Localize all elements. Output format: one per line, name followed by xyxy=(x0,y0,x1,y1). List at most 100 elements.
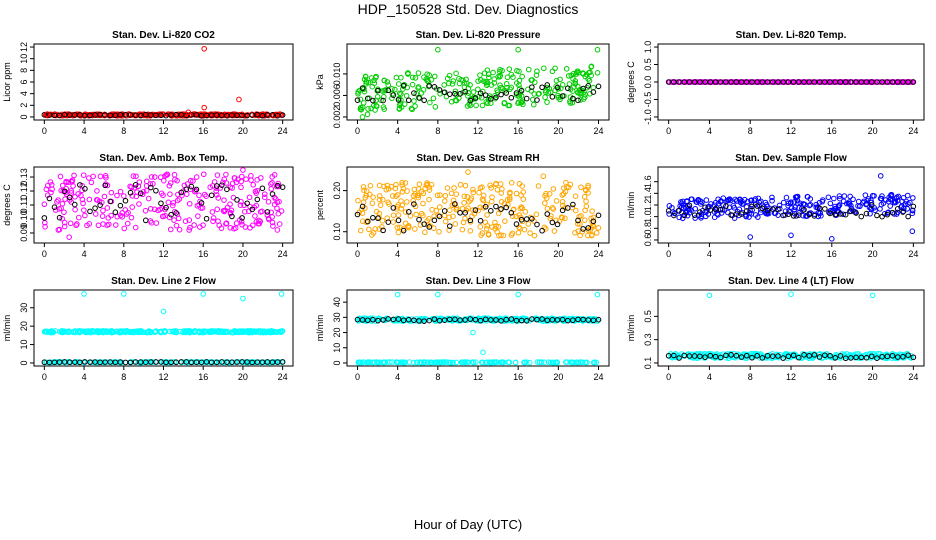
data-point-black xyxy=(780,355,786,361)
data-point xyxy=(845,79,852,85)
data-point-black xyxy=(46,195,53,202)
y-tick-label: 0 xyxy=(332,360,342,365)
data-point xyxy=(465,359,472,366)
data-point xyxy=(831,195,837,202)
data-point xyxy=(214,206,221,213)
data-point xyxy=(879,193,885,199)
data-point xyxy=(459,226,466,233)
data-point-black xyxy=(482,316,489,323)
data-point-black xyxy=(580,85,586,92)
data-point xyxy=(456,75,462,82)
data-point-black xyxy=(775,79,781,85)
data-point-black xyxy=(749,203,755,210)
data-point-black xyxy=(498,206,504,212)
data-point xyxy=(827,200,834,207)
data-point-black xyxy=(712,353,719,360)
data-point xyxy=(223,221,229,227)
data-point-black xyxy=(879,213,885,220)
data-point xyxy=(411,98,417,104)
data-point-black xyxy=(168,211,174,218)
data-point-outlier xyxy=(66,234,72,240)
x-tick-label: 4 xyxy=(707,372,712,382)
data-point xyxy=(412,75,419,81)
data-point-black xyxy=(837,79,844,85)
data-point xyxy=(848,205,855,212)
data-point-black xyxy=(446,223,453,229)
data-point xyxy=(59,359,65,365)
data-point xyxy=(238,218,245,225)
data-point xyxy=(135,183,142,189)
data-point xyxy=(847,351,853,358)
data-point xyxy=(450,78,457,84)
data-point xyxy=(145,195,152,202)
data-point xyxy=(384,79,391,85)
data-point xyxy=(473,102,479,109)
data-point xyxy=(422,229,428,236)
data-point xyxy=(206,359,213,365)
data-point xyxy=(82,212,88,219)
data-point-black xyxy=(549,316,556,323)
y-tick-label: 0 xyxy=(19,360,29,365)
data-point xyxy=(904,192,911,199)
data-point-black xyxy=(801,79,807,85)
data-point-black xyxy=(580,316,586,323)
x-tick-label: 16 xyxy=(827,249,837,259)
data-point-black xyxy=(390,92,397,98)
data-point xyxy=(544,84,551,91)
data-point-black xyxy=(554,221,561,228)
data-point xyxy=(397,224,403,231)
data-point-black xyxy=(868,79,875,85)
data-point-black xyxy=(900,353,906,360)
data-point xyxy=(500,232,507,239)
data-point-black xyxy=(441,89,448,96)
data-point xyxy=(360,184,367,190)
x-tick-label: 0 xyxy=(42,126,47,136)
data-point-black xyxy=(385,316,392,322)
y-tick-label: 20 xyxy=(332,328,342,338)
y-tick-label: 0.3 xyxy=(643,333,653,346)
data-point xyxy=(792,204,798,211)
data-point xyxy=(393,193,399,199)
data-point xyxy=(572,78,579,84)
x-tick-label: 12 xyxy=(158,126,168,136)
data-point xyxy=(557,85,564,92)
y-axis-label: degrees C xyxy=(2,184,12,226)
data-point xyxy=(362,73,369,80)
x-tick-label: 4 xyxy=(707,249,712,259)
data-point-black xyxy=(671,212,677,219)
panel-2: Stan. Dev. Li-820 Pressure kPa 0 4 8 12 16 20 24… xyxy=(315,30,610,136)
data-point-black xyxy=(375,87,381,94)
data-points xyxy=(354,291,602,366)
data-point-black xyxy=(274,182,281,189)
data-point xyxy=(272,328,278,335)
data-point xyxy=(103,174,109,181)
data-point xyxy=(232,359,239,365)
x-tick-label: 8 xyxy=(121,126,126,136)
data-point xyxy=(477,77,484,83)
data-point xyxy=(862,192,869,198)
data-point xyxy=(462,359,468,365)
data-point xyxy=(816,351,823,358)
data-point-black xyxy=(806,211,813,218)
data-point xyxy=(247,328,253,335)
data-point-black xyxy=(785,79,792,85)
data-point xyxy=(509,230,516,237)
data-point-black xyxy=(370,214,376,221)
data-point xyxy=(743,213,749,220)
data-point xyxy=(446,227,452,233)
data-point xyxy=(261,194,268,201)
data-point xyxy=(446,359,453,366)
data-point-black xyxy=(264,209,271,215)
data-point xyxy=(453,359,460,366)
data-point xyxy=(724,198,730,204)
data-point xyxy=(475,78,481,84)
data-point xyxy=(461,193,468,200)
data-point xyxy=(482,219,489,226)
data-point-black xyxy=(723,203,729,209)
panel-title: Stan. Dev. Li-820 Temp. xyxy=(736,30,847,41)
data-point xyxy=(417,222,424,228)
y-tick-label: -1.0 xyxy=(643,109,653,125)
data-point xyxy=(769,197,775,204)
data-point xyxy=(769,194,775,201)
data-point xyxy=(186,227,192,233)
